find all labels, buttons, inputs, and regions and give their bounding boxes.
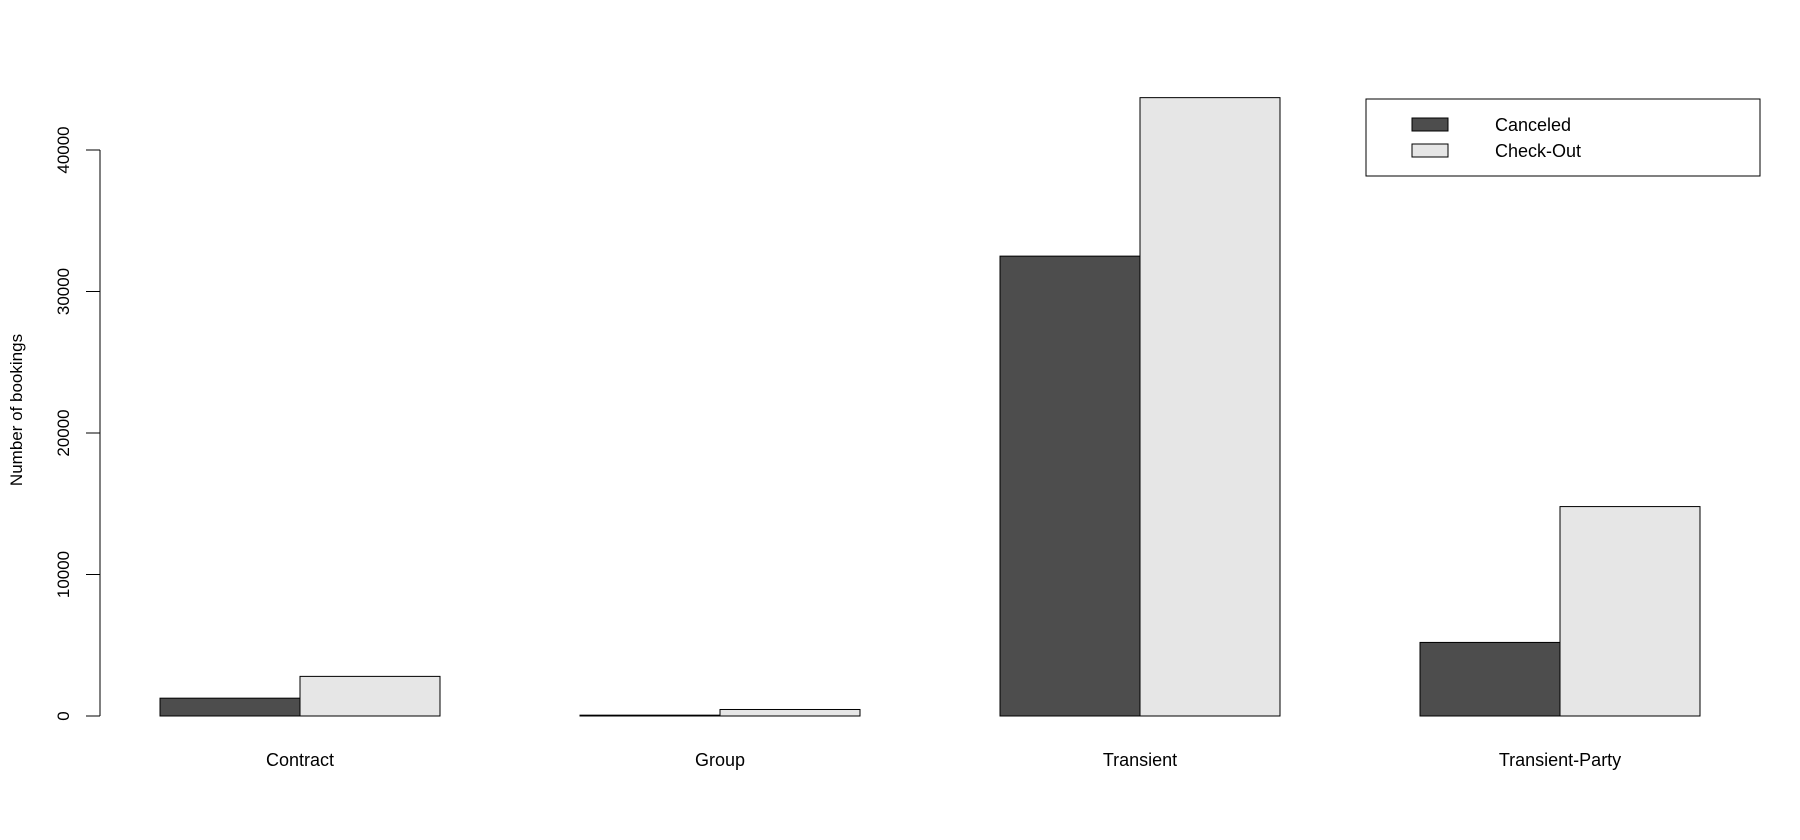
legend-swatch: [1411, 143, 1449, 158]
bar-check-out-transient-party: [1559, 506, 1701, 717]
x-tick-label: Contract: [266, 750, 334, 770]
y-axis: 0 10000 20000 30000 40000: [54, 126, 101, 721]
x-tick-label: Group: [695, 750, 745, 770]
y-tick-label: 10000: [54, 551, 73, 598]
legend: Canceled Check-Out: [1365, 98, 1761, 177]
y-axis-label: Number of bookings: [7, 334, 26, 486]
bar-check-out-group: [719, 708, 861, 717]
legend-label: Canceled: [1495, 115, 1571, 135]
bar-canceled-contract: [159, 697, 301, 717]
legend-label: Check-Out: [1495, 141, 1581, 161]
y-tick-label: 0: [54, 711, 73, 720]
legend-swatch: [1411, 117, 1449, 132]
x-tick-labels: Contract Group Transient Transient-Party: [266, 750, 1621, 770]
bar-check-out-transient: [1139, 97, 1281, 717]
legend-box: [1365, 98, 1761, 177]
x-tick-label: Transient: [1103, 750, 1177, 770]
bar-canceled-transient-party: [1419, 641, 1561, 717]
y-tick-label: 30000: [54, 268, 73, 315]
bar-canceled-transient: [999, 255, 1141, 717]
x-tick-label: Transient-Party: [1499, 750, 1621, 770]
bar-check-out-contract: [299, 675, 441, 717]
y-tick-label: 20000: [54, 409, 73, 456]
y-tick-label: 40000: [54, 126, 73, 173]
bar-canceled-group: [579, 714, 721, 717]
bars: [159, 97, 1701, 717]
